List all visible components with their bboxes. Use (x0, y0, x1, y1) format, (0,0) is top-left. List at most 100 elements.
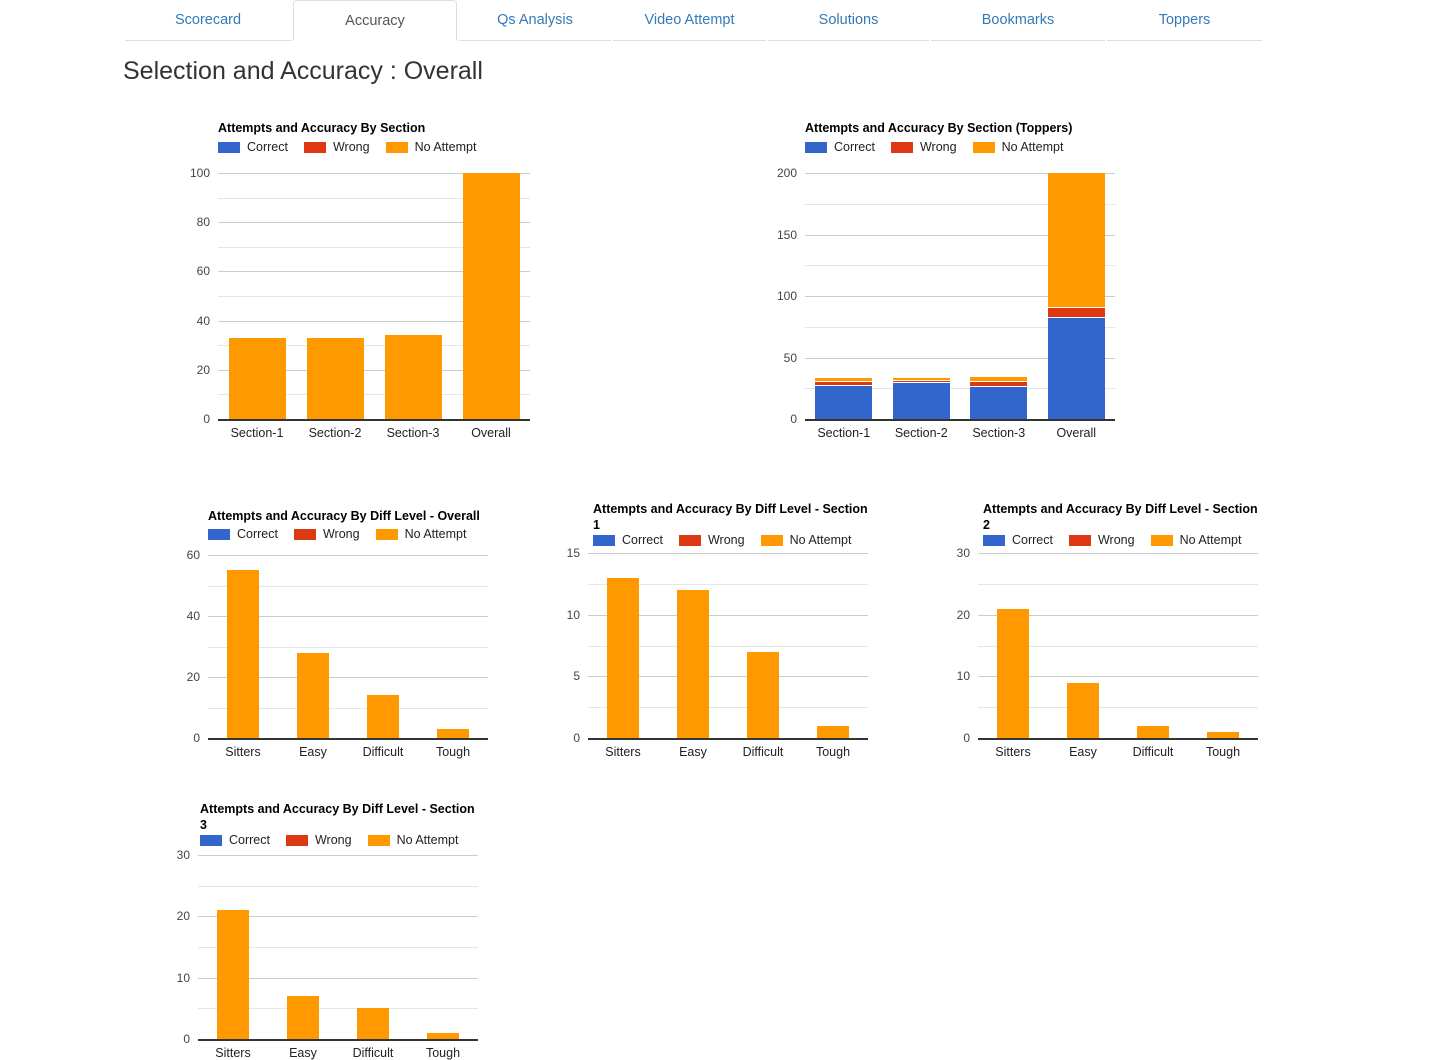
bar-segment[interactable] (997, 608, 1029, 738)
legend-label: Correct (247, 140, 288, 154)
bar-segment[interactable] (970, 377, 1028, 383)
gridline (805, 296, 1115, 297)
bar-segment[interactable] (1067, 682, 1099, 738)
y-axis-tick-label: 10 (176, 970, 190, 985)
tab-accuracy[interactable]: Accuracy (293, 0, 457, 41)
minor-gridline (805, 265, 1115, 267)
gridline (218, 320, 530, 322)
gridline (218, 369, 530, 371)
bar-segment[interactable] (892, 378, 950, 381)
gridline (218, 271, 530, 273)
bar-segment[interactable] (217, 910, 249, 1039)
legend-swatch-icon (890, 141, 913, 153)
chart-title-line: 2 (983, 518, 990, 532)
legend-item: Wrong (678, 533, 745, 547)
bar-segment[interactable] (228, 337, 286, 419)
x-axis-category-label: Section-2 (894, 426, 948, 440)
x-axis-baseline (805, 419, 1115, 421)
bar-segment[interactable] (677, 590, 709, 738)
bar-segment[interactable] (817, 725, 849, 738)
bar-segment[interactable] (357, 1008, 389, 1039)
x-axis-category-label: Section-3 (972, 426, 1026, 440)
gridline (208, 616, 488, 617)
tab-toppers[interactable]: Toppers (1107, 0, 1262, 41)
bar-segment[interactable] (384, 335, 442, 419)
minor-gridline (198, 885, 478, 887)
minor-gridline (588, 707, 868, 709)
tab-bookmarks[interactable]: Bookmarks (931, 0, 1105, 41)
bar-segment[interactable] (815, 378, 873, 383)
chart-legend: Correct Wrong No Attempt (593, 533, 867, 547)
bar-segment[interactable] (970, 387, 1028, 419)
x-axis-category-label: Easy (1069, 745, 1097, 759)
bar-segment[interactable] (437, 728, 469, 738)
chart-title: Attempts and Accuracy By Diff Level - Se… (983, 501, 1283, 533)
bar-segment[interactable] (747, 651, 779, 738)
legend-label: No Attempt (789, 533, 852, 547)
y-axis-tick-label: 10 (956, 669, 970, 684)
legend-swatch-icon (218, 141, 240, 153)
legend-item: No Attempt (375, 527, 466, 541)
bar-segment[interactable] (1047, 308, 1105, 319)
y-axis-tick-label: 200 (776, 166, 797, 180)
bar-segment[interactable] (297, 652, 329, 738)
legend-label: No Attempt (396, 833, 459, 847)
chart-legend: Correct Wrong No Attempt (200, 833, 474, 847)
bar-segment[interactable] (227, 570, 259, 738)
tab-video-attempt[interactable]: Video Attempt (613, 0, 766, 41)
minor-gridline (218, 197, 530, 199)
y-axis-tick-label: 150 (776, 227, 797, 242)
tab-solutions[interactable]: Solutions (768, 0, 929, 41)
tab-qs-analysis[interactable]: Qs Analysis (459, 0, 611, 41)
legend-item: Correct (805, 140, 875, 154)
bar-segment[interactable] (287, 996, 319, 1039)
y-axis-tick-label: 0 (573, 731, 580, 745)
bar-segment[interactable] (815, 382, 873, 386)
y-axis-tick-label: 0 (193, 731, 200, 745)
bar-segment[interactable] (367, 695, 399, 738)
tab-bar: Scorecard Accuracy Qs Analysis Video Att… (0, 0, 1451, 41)
legend-item: Wrong (293, 527, 360, 541)
bar-segment[interactable] (1047, 173, 1105, 309)
legend-item: No Attempt (385, 140, 476, 154)
bar-segment[interactable] (1207, 731, 1239, 738)
y-axis-tick-label: 0 (203, 412, 210, 426)
bar-segment[interactable] (462, 173, 520, 419)
x-axis-category-label: Easy (679, 745, 707, 759)
x-axis-category-label: Sitters (995, 745, 1031, 759)
legend-label: Correct (834, 140, 875, 154)
x-axis-category-label: Difficult (1132, 745, 1174, 759)
x-axis-baseline (218, 419, 530, 421)
legend-label: No Attempt (1179, 533, 1242, 547)
legend-item: No Attempt (367, 833, 459, 847)
bar-segment[interactable] (892, 380, 950, 384)
legend-item: No Attempt (1150, 533, 1242, 547)
minor-gridline (588, 583, 868, 585)
gridline (588, 614, 868, 616)
bar-segment[interactable] (815, 385, 873, 419)
gridline (218, 173, 530, 174)
chart-title-line: 3 (200, 818, 207, 832)
bar-segment[interactable] (607, 577, 639, 738)
legend-swatch-icon (983, 534, 1005, 546)
chart-title: Attempts and Accuracy By Diff Level - Se… (200, 801, 500, 833)
bar-segment[interactable] (1047, 318, 1105, 419)
minor-gridline (218, 246, 530, 248)
bar-segment[interactable] (970, 382, 1028, 387)
bar-segment[interactable] (1137, 725, 1169, 738)
y-axis-tick-label: 80 (196, 215, 210, 230)
bar-segment[interactable] (306, 337, 364, 419)
tab-scorecard[interactable]: Scorecard (125, 0, 291, 41)
legend-item: Wrong (303, 140, 370, 154)
bar-segment[interactable] (892, 383, 950, 419)
gridline (978, 676, 1258, 678)
legend-swatch-icon (367, 834, 390, 846)
x-axis-category-label: Section-3 (386, 426, 440, 440)
minor-gridline (198, 947, 478, 948)
x-axis-baseline (978, 738, 1258, 740)
legend-item: Wrong (285, 833, 352, 847)
chart-title: Attempts and Accuracy By Diff Level - Se… (593, 501, 893, 533)
y-axis-tick-label: 10 (566, 607, 580, 622)
x-axis-category-label: Sitters (225, 745, 261, 759)
minor-gridline (208, 646, 488, 648)
